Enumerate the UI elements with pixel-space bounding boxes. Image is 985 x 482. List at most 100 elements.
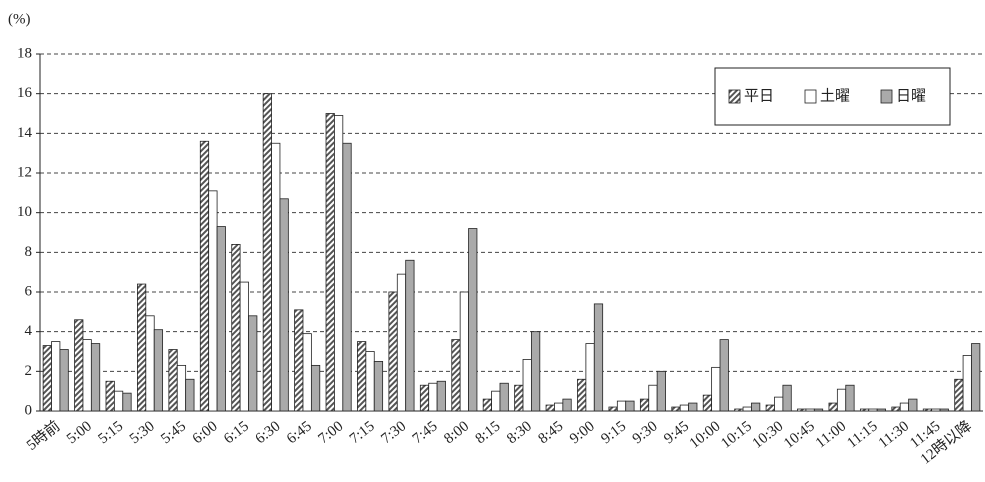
bar (688, 402, 698, 412)
bar (868, 408, 878, 412)
bar (845, 384, 855, 412)
y-tick-label: 2 (25, 363, 33, 379)
bar (239, 281, 249, 412)
bar (302, 333, 312, 412)
bar (625, 400, 635, 412)
bar (396, 273, 407, 412)
bar (325, 113, 335, 412)
x-tick-label: 9:15 (598, 418, 629, 447)
bar (279, 198, 289, 412)
bar (813, 408, 824, 412)
x-tick-label: 6:45 (284, 418, 315, 447)
legend-swatch (880, 89, 893, 104)
bar (373, 361, 384, 412)
legend-swatch (804, 89, 817, 104)
bar (671, 406, 681, 412)
bar (656, 370, 666, 412)
y-tick-label: 8 (25, 244, 33, 260)
bar (405, 259, 415, 412)
bar (593, 303, 604, 412)
x-tick-label: 7:30 (378, 418, 409, 447)
bar (545, 404, 555, 412)
x-tick-label: 9:30 (630, 418, 661, 447)
bar (648, 384, 658, 412)
bar (554, 402, 564, 412)
bar (711, 366, 721, 412)
x-tick-label: 5:15 (95, 418, 126, 447)
bar (342, 142, 352, 412)
bar (74, 319, 84, 412)
bar (939, 408, 949, 412)
y-tick-label: 12 (17, 164, 32, 180)
bar (828, 402, 838, 412)
bar (168, 349, 178, 412)
bar (42, 345, 52, 412)
bar (577, 378, 587, 412)
bar (294, 309, 304, 412)
x-tick-label: 11:15 (844, 418, 880, 451)
bar (876, 408, 886, 412)
bar (271, 142, 281, 412)
legend-label: 平日 (744, 88, 774, 104)
x-tick-label: 6:00 (190, 418, 221, 447)
bar (562, 398, 572, 412)
bar (514, 384, 524, 412)
bar (908, 398, 918, 412)
bar (90, 343, 101, 412)
x-tick-label: 5:30 (127, 418, 158, 447)
bar (482, 398, 492, 412)
bar (734, 408, 744, 412)
bar (805, 408, 815, 412)
legend-swatch (728, 89, 741, 104)
bar (585, 343, 595, 412)
x-tick-label: 9:00 (567, 418, 598, 447)
bar (962, 355, 972, 412)
bar (971, 343, 981, 412)
bar (499, 382, 509, 412)
bar (782, 384, 792, 412)
bar (310, 364, 321, 412)
bar (954, 378, 964, 412)
bar (185, 378, 195, 412)
bar (105, 380, 115, 412)
bar (248, 315, 258, 412)
bar (797, 408, 807, 412)
bar (765, 404, 775, 412)
x-tick-label: 10:30 (750, 418, 787, 452)
bar (122, 392, 132, 412)
x-tick-label: 11:30 (876, 418, 912, 451)
bar (742, 406, 752, 412)
x-tick-label: 8:00 (441, 418, 472, 447)
x-tick-label: 5:00 (64, 418, 95, 447)
bar (899, 402, 910, 412)
x-tick-label: 8:45 (536, 418, 567, 447)
bar (522, 359, 532, 412)
x-tick-label: 6:30 (253, 418, 284, 447)
bar (531, 331, 541, 412)
bar (153, 329, 164, 412)
x-tick-label: 9:45 (661, 418, 692, 447)
bar (231, 243, 241, 412)
bar (451, 339, 461, 412)
bar (751, 402, 761, 412)
bar (922, 408, 933, 412)
x-tick-label: 10:45 (781, 418, 818, 452)
y-tick-label: 0 (25, 402, 33, 418)
x-tick-label: 10:00 (687, 418, 724, 452)
bar (459, 291, 469, 412)
x-tick-label: 7:45 (410, 418, 441, 447)
bar (859, 408, 870, 412)
y-axis-label: (%) (8, 11, 31, 27)
x-tick-label: 8:15 (473, 418, 504, 447)
x-tick-label: 8:30 (504, 418, 535, 447)
bar (719, 339, 729, 412)
bar (137, 283, 147, 412)
x-tick-label: 6:15 (221, 418, 252, 447)
bar (468, 228, 478, 412)
bar (59, 349, 69, 412)
x-tick-label: 7:00 (315, 418, 346, 447)
y-tick-label: 18 (17, 45, 32, 61)
bar (836, 388, 847, 412)
bar (82, 339, 92, 412)
